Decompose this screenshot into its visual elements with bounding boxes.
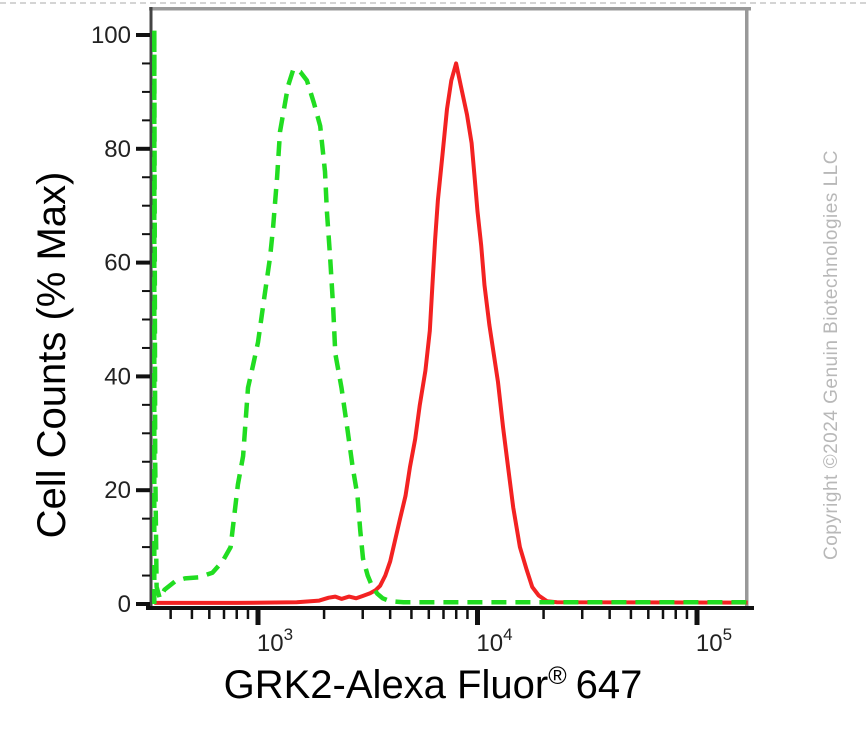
- x-axis-title-number: 647: [575, 663, 643, 707]
- svg-text:60: 60: [104, 250, 131, 277]
- svg-text:20: 20: [104, 477, 131, 504]
- svg-text:40: 40: [104, 363, 131, 390]
- series-green-dashed-histogram: [152, 27, 748, 605]
- x-axis-title: GRK2-Alexa Fluor® 647: [183, 662, 683, 713]
- svg-text:105: 105: [696, 625, 732, 657]
- svg-text:0: 0: [118, 591, 131, 618]
- top-dashed-border: [0, 2, 866, 4]
- svg-text:103: 103: [257, 625, 293, 657]
- y-axis-ticks: 0 20 40 60 80 100: [91, 22, 150, 618]
- axes: [146, 7, 754, 610]
- svg-text:104: 104: [476, 625, 512, 657]
- watermark: Copyright ©2024 Genuin Biotechnologies L…: [821, 150, 842, 560]
- svg-text:100: 100: [91, 22, 131, 49]
- registered-trademark-symbol: ®: [548, 662, 567, 690]
- series-red-solid-histogram: [154, 61, 748, 605]
- plot-frame: [149, 7, 751, 608]
- x-axis-title-main: GRK2-Alexa Fluor: [223, 663, 549, 707]
- x-axis-ticks: 103 104 105: [169, 610, 732, 657]
- y-axis-title: Cell Counts (% Max): [30, 171, 74, 539]
- svg-text:80: 80: [104, 136, 131, 163]
